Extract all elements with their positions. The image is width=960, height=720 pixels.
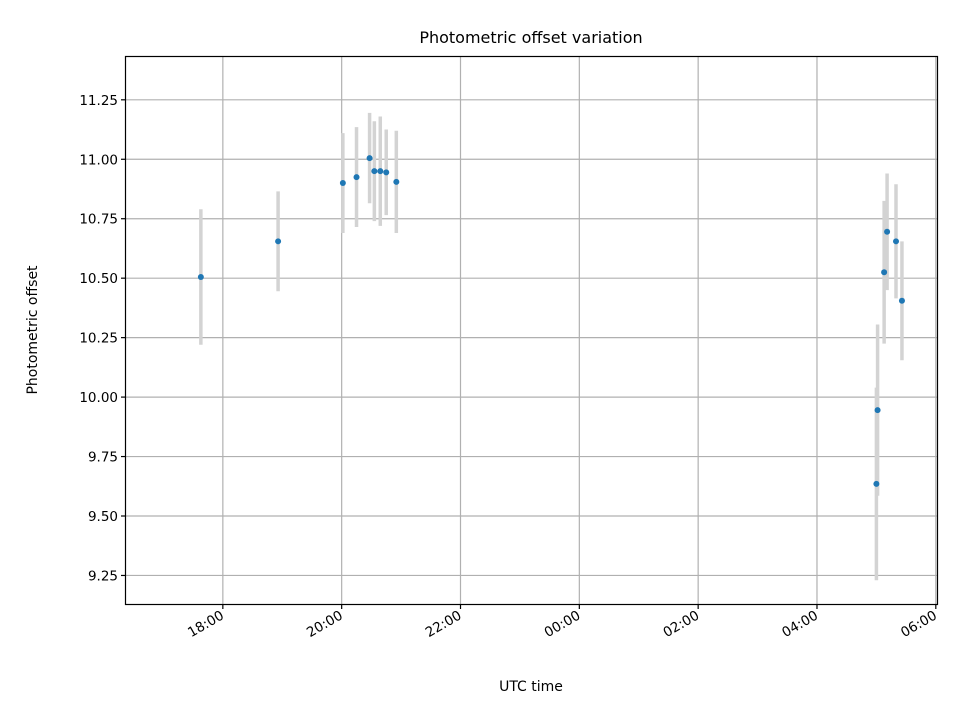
data-point: [873, 480, 880, 487]
y-tick-label: 10.50: [79, 271, 118, 287]
data-point: [898, 297, 905, 304]
data-point: [893, 238, 900, 245]
data-point: [383, 169, 390, 176]
data-point: [393, 178, 400, 185]
data-points: [197, 155, 905, 487]
chart-title: Photometric offset variation: [419, 28, 642, 47]
data-point: [275, 238, 282, 245]
x-axis-label: UTC time: [499, 679, 563, 695]
y-tick-label: 9.50: [88, 509, 118, 525]
data-point: [339, 180, 346, 187]
data-point: [884, 228, 891, 235]
y-tick-label: 10.75: [79, 212, 118, 228]
data-point: [353, 174, 360, 181]
data-point: [371, 168, 378, 175]
y-tick-label: 10.00: [79, 390, 118, 406]
y-tick-label: 11.25: [79, 93, 118, 109]
data-point: [874, 407, 881, 414]
data-point: [377, 168, 384, 175]
y-tick-label: 10.25: [79, 331, 118, 347]
data-point: [366, 155, 373, 162]
y-tick-label: 11.00: [79, 152, 118, 168]
y-tick-label: 9.75: [88, 450, 118, 466]
y-tick-label: 9.25: [88, 568, 118, 584]
grid-lines: [126, 57, 937, 604]
data-point: [881, 269, 888, 276]
y-axis-label: Photometric offset: [25, 265, 41, 395]
plot-frame: [124, 55, 939, 606]
data-point: [197, 273, 204, 280]
y-axis-ticks: 9.25 9.50 9.75 10.00 10.25 10.50 10.75 11.00 11.…: [79, 93, 126, 584]
